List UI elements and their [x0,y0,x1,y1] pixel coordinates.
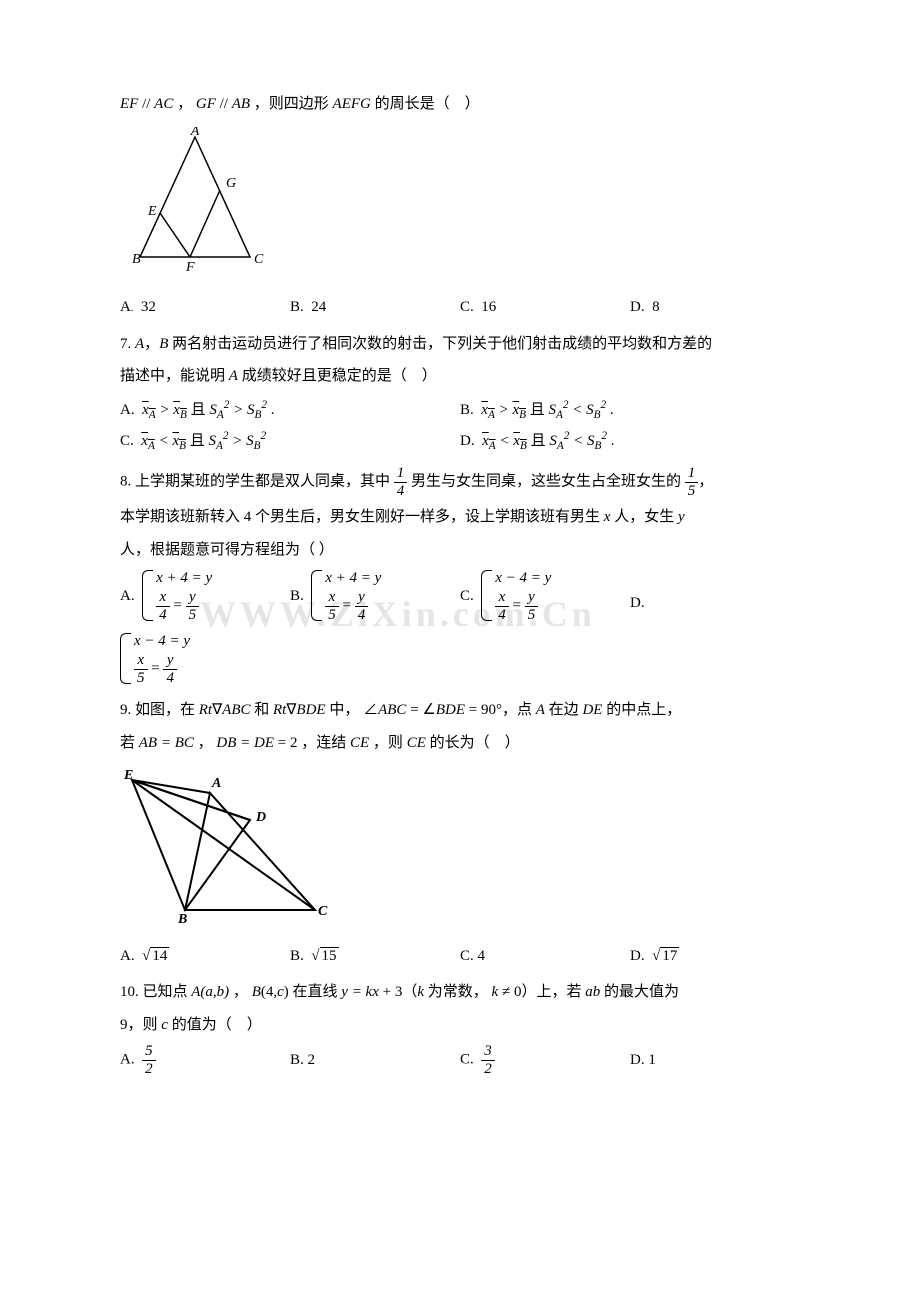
q6-stem: EF // AC ， GF // AB ，则四边形 AEFG 的周长是（ ） [120,90,800,119]
q8-opt-D: x − 4 = y x5 = y4 [120,631,800,686]
q6-label-C: C [254,252,264,267]
q8-stem3: 人，根据题意可得方程组为（ ） [120,536,800,565]
q9-opt-B: B. √15 [290,942,460,971]
q9-stem2: 若 AB = BC ， DB = DE = 2 ，连结 CE ，则 CE 的长为… [120,729,800,758]
q9-label-B: B [177,912,187,925]
q9-opt-C: C. 4 [460,942,630,971]
q8-stem2: 本学期该班新转入 4 个男生后，男女生刚好一样多，设上学期该班有男生 x 人，女… [120,503,800,532]
q6-opt-D: D. 8 [630,293,800,322]
q7-opt-D: D. xA < xB 且 SA2 < SB2 . [460,426,800,457]
q10-opt-C: C. 32 [460,1043,630,1077]
q10-opt-B: B. 2 [290,1046,460,1075]
q8-options: A. x + 4 = y x4 = y5 B. x + 4 = y x5 = y… [120,568,800,623]
q10-opt-A: A. 52 [120,1043,290,1077]
q6-label-B: B [132,252,141,267]
q8-opt-C: C. x − 4 = y x4 = y5 [460,568,630,623]
q9-label-A: A [211,776,221,791]
q9-label-D: D [255,810,266,825]
q7-opt-B: B. xA > xB 且 SA2 < SB2 . [460,395,800,426]
q6-label-E: E [147,204,157,219]
q7-opt-A: A. xA > xB 且 SA2 > SB2 . [120,395,460,426]
q7-options: A. xA > xB 且 SA2 > SB2 . B. xA > xB 且 SA… [120,395,800,458]
q6-figure: A B C E F G [120,127,800,288]
q8-opt-A: A. x + 4 = y x4 = y5 [120,568,290,623]
q8-stem1: 8. 上学期某班的学生都是双人同桌，其中 14 男生与女生同桌，这些女生占全班女… [120,465,800,499]
q6-label-A: A [190,127,200,139]
q7-stem2: 描述中，能说明 A 成绩较好且更稳定的是（ ） [120,362,800,391]
q6-opt-A: A. 32 [120,293,290,322]
q8-opt-B: B. x + 4 = y x5 = y4 [290,568,460,623]
page-content: EF // AC ， GF // AB ，则四边形 AEFG 的周长是（ ） A… [120,90,800,1077]
q9-label-E: E [123,768,133,783]
q7-opt-C: C. xA < xB 且 SA2 > SB2 [120,426,460,457]
q9-options: A. √14 B. √15 C. 4 D. √17 [120,942,800,971]
q10-stem1: 10. 已知点 A(a,b) ， B(4,c) 在直线 y = kx + 3（k… [120,978,800,1007]
q8-opt-D-label: D. [630,575,800,618]
q6-options: A. 32 B. 24 C. 16 D. 8 [120,293,800,322]
q10-options: A. 52 B. 2 C. 32 D. 1 [120,1043,800,1077]
q10-stem2: 9，则 c 的值为（ ） [120,1011,800,1040]
q9-opt-A: A. √14 [120,942,290,971]
q6-opt-B: B. 24 [290,293,460,322]
q7-stem1: 7. A，B 两名射击运动员进行了相同次数的射击，下列关于他们射击成绩的平均数和… [120,330,800,359]
q6-label-G: G [226,176,236,191]
q6-opt-C: C. 16 [460,293,630,322]
q6-label-F: F [185,260,195,275]
q9-opt-D: D. √17 [630,942,800,971]
q9-figure: E A D B C [120,765,800,936]
q9-label-C: C [318,904,328,919]
q10-opt-D: D. 1 [630,1046,800,1075]
q9-stem1: 9. 如图，在 Rt∇ABC 和 Rt∇BDE 中， ∠ABC = ∠BDE =… [120,696,800,725]
